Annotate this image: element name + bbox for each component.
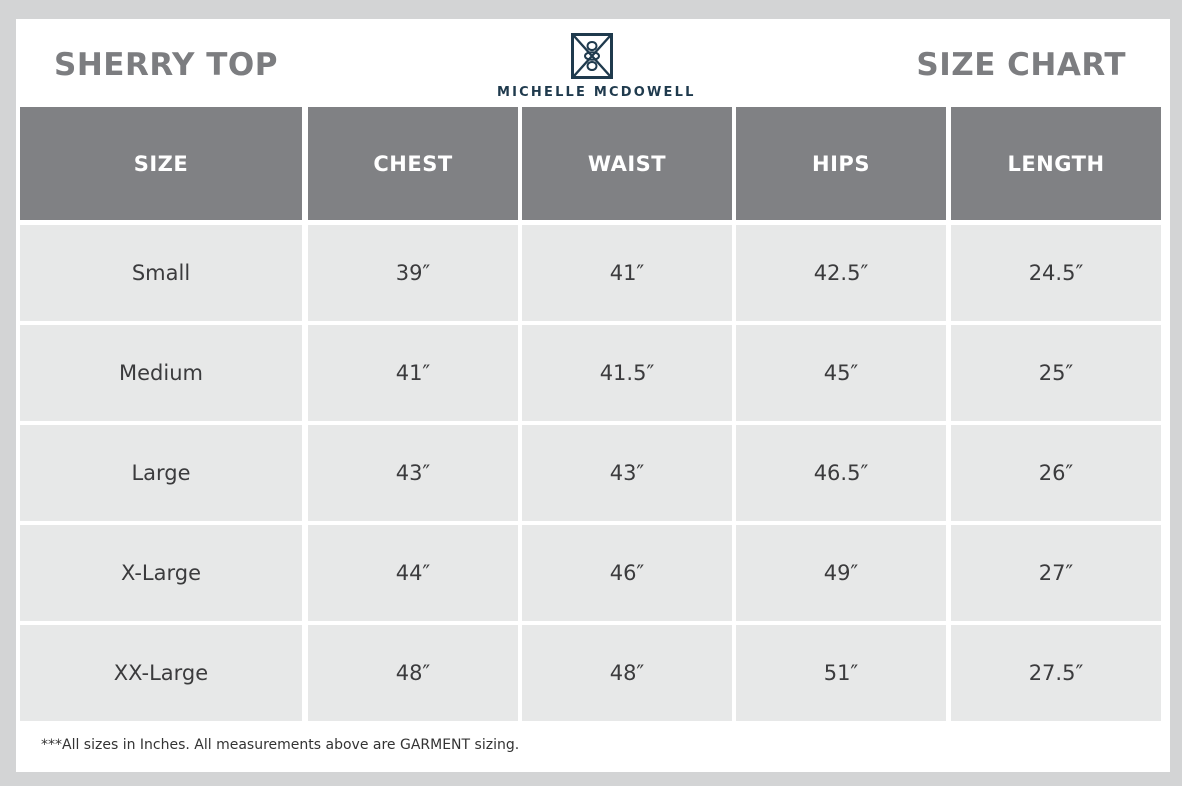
length-medium: 25″ [951,325,1161,421]
chart-title: SIZE CHART [916,47,1126,83]
chest-small: 39″ [308,225,518,321]
size-label-large: Large [20,425,302,521]
column-header-hips: HIPS [736,107,946,220]
chest-xx-large: 48″ [308,625,518,721]
waist-x-large: 46″ [522,525,732,621]
column-header-chest: CHEST [308,107,518,220]
brand-logo: MICHELLE MCDOWELL [497,31,696,103]
size-label-small: Small [20,225,302,321]
chest-x-large: 44″ [308,525,518,621]
length-x-large: 27″ [951,525,1161,621]
size-label-x-large: X-Large [20,525,302,621]
hips-large: 46.5″ [736,425,946,521]
column-header-waist: WAIST [522,107,732,220]
hips-medium: 45″ [736,325,946,421]
diamond-knot-logo-icon [571,33,613,79]
product-title: SHERRY TOP [54,47,278,83]
waist-xx-large: 48″ [522,625,732,721]
brand-name: MICHELLE MCDOWELL [497,85,696,100]
waist-large: 43″ [522,425,732,521]
length-large: 26″ [951,425,1161,521]
column-header-size: SIZE [20,107,302,220]
length-xx-large: 27.5″ [951,625,1161,721]
waist-medium: 41.5″ [522,325,732,421]
length-small: 24.5″ [951,225,1161,321]
size-label-medium: Medium [20,325,302,421]
sizing-footnote: ***All sizes in Inches. All measurements… [41,737,520,753]
chest-medium: 41″ [308,325,518,421]
size-table: SIZE CHEST WAIST HIPS LENGTH Small 39″ 4… [18,107,1166,723]
column-header-length: LENGTH [951,107,1161,220]
hips-small: 42.5″ [736,225,946,321]
chest-large: 43″ [308,425,518,521]
waist-small: 41″ [522,225,732,321]
hips-x-large: 49″ [736,525,946,621]
size-label-xx-large: XX-Large [20,625,302,721]
hips-xx-large: 51″ [736,625,946,721]
